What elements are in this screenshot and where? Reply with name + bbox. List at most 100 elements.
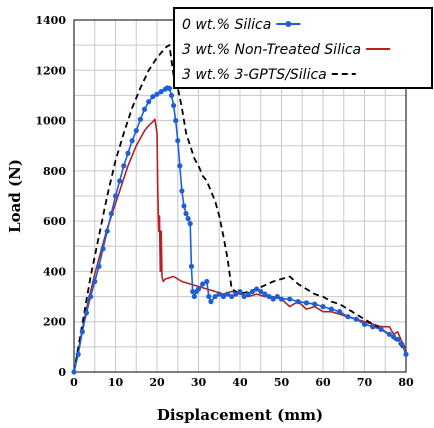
series-line-2 bbox=[73, 44, 407, 373]
series-point-0 bbox=[200, 281, 206, 287]
series-point-0 bbox=[108, 211, 114, 217]
series-point-0 bbox=[312, 301, 318, 307]
series-point-0 bbox=[179, 188, 185, 194]
series-point-0 bbox=[190, 288, 196, 295]
series-point-0 bbox=[353, 316, 359, 322]
series-point-0 bbox=[75, 351, 81, 357]
x-tick-label: 40 bbox=[232, 376, 248, 389]
legend-label-2: 3 wt.% 3-GPTS/Silica bbox=[182, 67, 327, 83]
series-point-0 bbox=[220, 293, 226, 300]
series-point-0 bbox=[129, 138, 135, 144]
series-point-0 bbox=[83, 310, 90, 316]
series-point-0 bbox=[249, 288, 256, 295]
series-point-0 bbox=[345, 314, 351, 320]
series-point-0 bbox=[208, 299, 214, 305]
series-point-0 bbox=[79, 329, 85, 335]
series-point-0 bbox=[112, 193, 119, 199]
series-point-0 bbox=[266, 293, 272, 300]
x-tick-label: 0 bbox=[70, 376, 78, 389]
y-tick-label: 800 bbox=[43, 165, 66, 178]
x-tick-label: 30 bbox=[191, 376, 207, 389]
series-point-0 bbox=[224, 291, 231, 297]
series-point-0 bbox=[390, 334, 397, 340]
series-point-0 bbox=[104, 228, 110, 234]
series-point-0 bbox=[206, 293, 212, 300]
x-tick-label: 80 bbox=[398, 376, 414, 389]
series-point-0 bbox=[204, 278, 210, 285]
y-tick-label: 1200 bbox=[35, 64, 66, 77]
series-point-0 bbox=[237, 288, 243, 295]
series-point-0 bbox=[187, 221, 193, 227]
series-point-0 bbox=[287, 296, 293, 302]
series-point-0 bbox=[96, 263, 102, 269]
legend-label-1: 3 wt.% Non-Treated Silica bbox=[182, 42, 361, 58]
series-point-0 bbox=[117, 178, 123, 184]
legend-swatch-marker-0 bbox=[285, 21, 292, 27]
series-point-0 bbox=[278, 296, 285, 302]
series-point-0 bbox=[328, 306, 334, 312]
legend-label-0: 0 wt.% Silica bbox=[182, 17, 271, 33]
series-point-0 bbox=[399, 341, 405, 347]
series-point-0 bbox=[133, 128, 139, 134]
x-axis-title: Displacement (mm) bbox=[157, 406, 323, 424]
series-point-0 bbox=[125, 150, 131, 156]
x-tick-label: 70 bbox=[357, 376, 373, 389]
series-point-0 bbox=[188, 263, 195, 269]
y-tick-label: 1000 bbox=[35, 115, 66, 128]
series-point-0 bbox=[216, 291, 222, 297]
series-point-0 bbox=[274, 293, 280, 300]
series-point-0 bbox=[92, 278, 98, 285]
series-point-0 bbox=[137, 116, 143, 122]
y-tick-labels: 0 200 400 600 800 1000 1200 1400 bbox=[35, 14, 66, 379]
series-point-0 bbox=[370, 324, 376, 330]
series-point-0 bbox=[150, 94, 156, 100]
x-tick-label: 50 bbox=[274, 376, 290, 389]
series-point-0 bbox=[175, 138, 181, 144]
series-point-0 bbox=[262, 291, 268, 297]
series-point-0 bbox=[295, 299, 301, 305]
series-point-0 bbox=[166, 85, 173, 91]
series-point-0 bbox=[146, 99, 152, 105]
series-point-0 bbox=[88, 293, 94, 300]
series-layer bbox=[71, 44, 409, 375]
y-tick-label: 1400 bbox=[35, 14, 66, 27]
series-point-0 bbox=[168, 92, 175, 99]
series-point-0 bbox=[171, 102, 177, 109]
series-point-0 bbox=[100, 246, 106, 252]
y-tick-label: 600 bbox=[43, 215, 66, 228]
series-point-0 bbox=[177, 163, 183, 169]
series-point-0 bbox=[154, 91, 160, 97]
y-tick-label: 0 bbox=[58, 366, 66, 379]
series-point-0 bbox=[233, 291, 239, 297]
series-point-0 bbox=[183, 211, 189, 217]
series-point-0 bbox=[212, 293, 218, 300]
legend: 0 wt.% Silica 3 wt.% Non-Treated Silica … bbox=[173, 7, 433, 89]
series-point-0 bbox=[361, 321, 368, 327]
series-point-0 bbox=[241, 293, 247, 300]
series-point-0 bbox=[245, 291, 251, 297]
legend-swatch-0 bbox=[276, 21, 301, 27]
series-point-0 bbox=[185, 216, 191, 222]
series-point-0 bbox=[121, 163, 127, 169]
series-point-0 bbox=[158, 89, 164, 95]
series-point-0 bbox=[181, 203, 187, 209]
series-point-0 bbox=[378, 326, 384, 332]
series-point-0 bbox=[195, 286, 202, 292]
series-point-0 bbox=[337, 309, 343, 315]
series-point-0 bbox=[403, 351, 409, 357]
y-tick-label: 400 bbox=[43, 265, 66, 278]
series-point-0 bbox=[71, 369, 77, 375]
series-point-0 bbox=[141, 106, 148, 112]
x-tick-labels: 0 10 20 30 40 50 60 70 80 bbox=[70, 376, 414, 389]
series-point-0 bbox=[270, 296, 276, 302]
x-tick-label: 60 bbox=[315, 376, 331, 389]
y-axis-title: Load (N) bbox=[6, 159, 24, 233]
x-tick-label: 20 bbox=[149, 376, 165, 389]
series-point-0 bbox=[191, 293, 197, 300]
series-point-0 bbox=[386, 331, 392, 337]
series-point-0 bbox=[303, 300, 309, 306]
series-point-0 bbox=[229, 293, 235, 300]
series-point-0 bbox=[395, 336, 401, 342]
series-point-0 bbox=[320, 304, 326, 310]
